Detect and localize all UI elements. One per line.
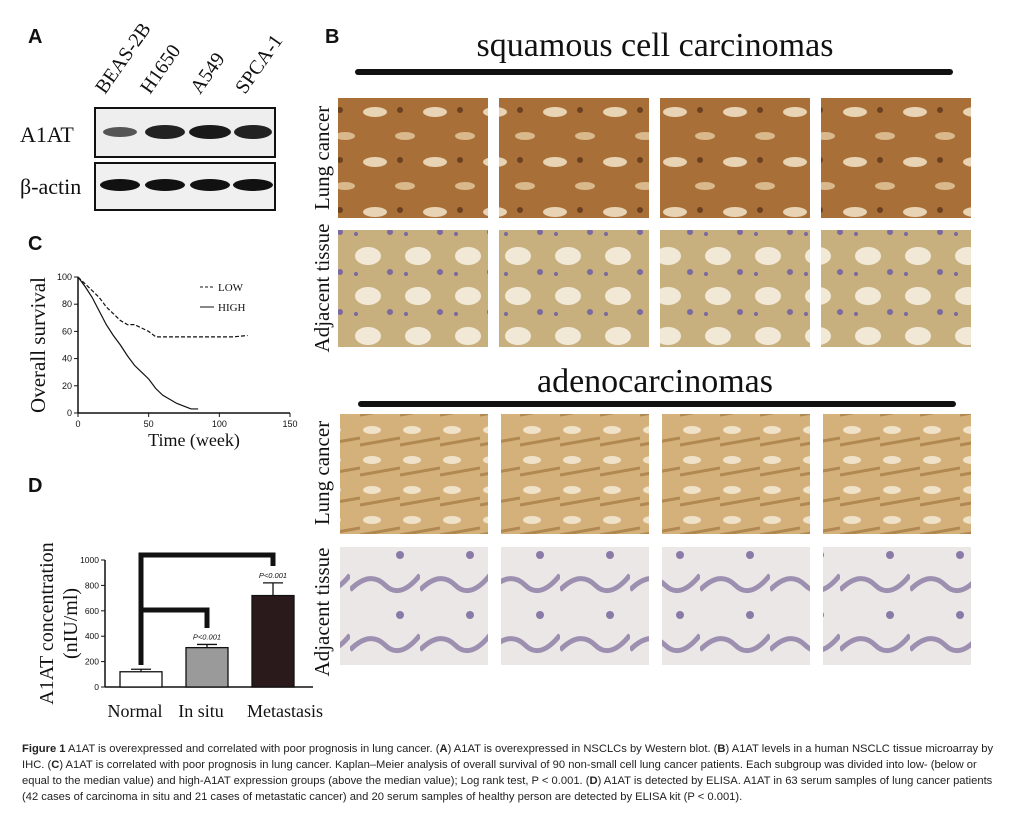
caption-text: B	[717, 743, 726, 755]
bar	[185, 646, 229, 688]
blot	[94, 107, 276, 211]
caption-text: Figure 1	[22, 743, 66, 755]
y-axis-label: Overall survival	[26, 277, 50, 413]
panel-label: D	[28, 475, 42, 497]
figure: A BEAS-2B H1650 A549 SPCA-1 A1AT β-actin…	[20, 19, 971, 721]
annotation: P<0.001	[259, 571, 287, 580]
bar	[251, 594, 295, 688]
blot-row-label: β-actin	[20, 174, 81, 199]
y-tick-label: 0	[94, 682, 99, 692]
group-title: squamous cell carcinomas	[477, 27, 834, 64]
caption-text: ) A1AT is detected by ELISA. A1AT in 63 …	[22, 775, 993, 803]
survival-curve	[77, 276, 248, 338]
x-tick-label: In situ	[178, 701, 224, 721]
caption-text: A	[439, 743, 448, 755]
lane-label: SPCA-1	[231, 31, 287, 98]
group-title: adenocarcinomas	[537, 363, 773, 400]
row-label: Lung cancer	[310, 106, 334, 210]
x-tick-label: 150	[282, 419, 297, 429]
y-tick-label: 20	[62, 381, 72, 391]
error-bar	[197, 643, 217, 648]
x-tick-label: 0	[75, 419, 80, 429]
lane-label: A549	[186, 49, 230, 98]
y-tick-label: 200	[85, 657, 99, 667]
divider	[358, 401, 956, 407]
annotation: P<0.001	[193, 632, 221, 641]
x-tick-label: Metastasis	[247, 701, 323, 721]
y-tick-label: 1000	[80, 555, 99, 565]
legend-label: LOW	[218, 282, 244, 294]
y-tick-label: 80	[62, 299, 72, 309]
divider	[355, 69, 953, 75]
lane-label: H1650	[136, 41, 185, 98]
legend-label: HIGH	[218, 302, 246, 314]
error-bar	[131, 668, 151, 672]
caption-text: C	[51, 759, 60, 771]
caption-text: ) A1AT is correlated with poor prognosis…	[22, 759, 977, 787]
blot-row-label: A1AT	[20, 122, 74, 147]
panel-label: B	[325, 26, 339, 48]
caption-text: ) A1AT is overexpressed in NSCLCs by Wes…	[447, 743, 718, 755]
x-tick-label: 100	[212, 419, 227, 429]
caption: Figure 1 A1AT is overexpressed and corre…	[22, 741, 994, 805]
x-tick-label: 50	[144, 419, 154, 429]
y-axis-label: A1AT concentration	[36, 542, 58, 704]
row-label: Adjacent tissue	[310, 224, 334, 353]
caption-text: ) A1AT levels in a human NSCLC tissue mi…	[22, 743, 994, 771]
caption-text: D	[589, 775, 598, 787]
y-tick-label: 40	[62, 354, 72, 364]
y-tick-label: 60	[62, 326, 72, 336]
error-bar	[263, 582, 283, 596]
row-label: Adjacent tissue	[310, 548, 334, 677]
row-label: Lung cancer	[310, 421, 334, 525]
x-axis-label: Time (week)	[148, 430, 240, 451]
panel-label: C	[28, 233, 42, 255]
caption-text: A1AT is overexpressed and correlated wit…	[65, 743, 440, 755]
y-tick-label: 600	[85, 606, 99, 616]
y-tick-label: 0	[67, 408, 72, 418]
y-tick-label: 800	[85, 580, 99, 590]
survival-curve	[77, 276, 199, 410]
y-axis-unit: (nIU/ml)	[60, 588, 82, 659]
y-tick-label: 400	[85, 631, 99, 641]
panel-label: A	[28, 26, 42, 48]
y-tick-label: 100	[57, 272, 72, 282]
x-tick-label: Normal	[108, 701, 163, 721]
significance-bracket	[141, 607, 210, 628]
ihc-images	[338, 98, 971, 665]
bar	[119, 671, 163, 688]
